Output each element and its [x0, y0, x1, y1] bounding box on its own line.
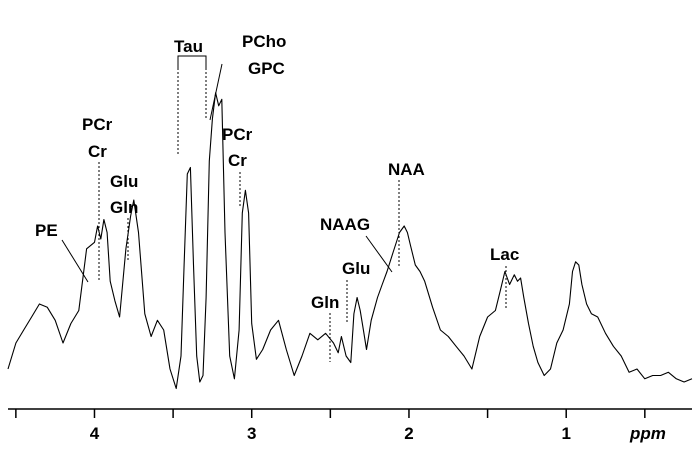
annotation-pcr-right-line2: Cr	[228, 151, 247, 170]
leader-naag	[365, 235, 393, 273]
annotation-pe: PE	[35, 221, 58, 240]
annotation-glu-gln-line1: Glu	[110, 172, 138, 191]
annotation-naag: NAAG	[320, 215, 370, 234]
annotation-lac: Lac	[490, 245, 519, 264]
annotation-pcr-right-line1: PCr	[222, 125, 253, 144]
annotation-pcho-gpc-line1: PCho	[242, 32, 286, 51]
annotation-naa: NAA	[388, 160, 425, 179]
x-tick-label: 2	[404, 424, 413, 443]
x-axis-tick-labels: 4 3 2 1	[90, 424, 571, 443]
tau-bracket	[177, 55, 207, 68]
x-axis: 4 3 2 1 ppm	[8, 408, 692, 443]
x-axis-unit-label: ppm	[629, 424, 666, 443]
leader-pe	[61, 239, 89, 283]
annotation-glu-gln-line2: Gln	[110, 198, 138, 217]
annotation-pcr-left-line1: PCr	[82, 115, 113, 134]
annotation-tau: Tau	[174, 37, 203, 56]
annotation-gln: Gln	[311, 293, 339, 312]
x-tick-label: 1	[561, 424, 570, 443]
peak-annotations: PE PCr Cr Glu Gln Tau PCho GPC PCr Cr NA…	[35, 32, 519, 362]
x-tick-label: 4	[90, 424, 100, 443]
annotation-pcho-gpc-line2: GPC	[248, 59, 285, 78]
spectrum-series-line	[7, 92, 693, 390]
annotation-pcr-left-line2: Cr	[88, 142, 107, 161]
x-axis-ticks	[15, 409, 646, 418]
plot-area	[7, 92, 693, 390]
x-tick-label: 3	[247, 424, 256, 443]
annotation-glu: Glu	[342, 259, 370, 278]
leader-pcho-gpc	[209, 63, 223, 121]
